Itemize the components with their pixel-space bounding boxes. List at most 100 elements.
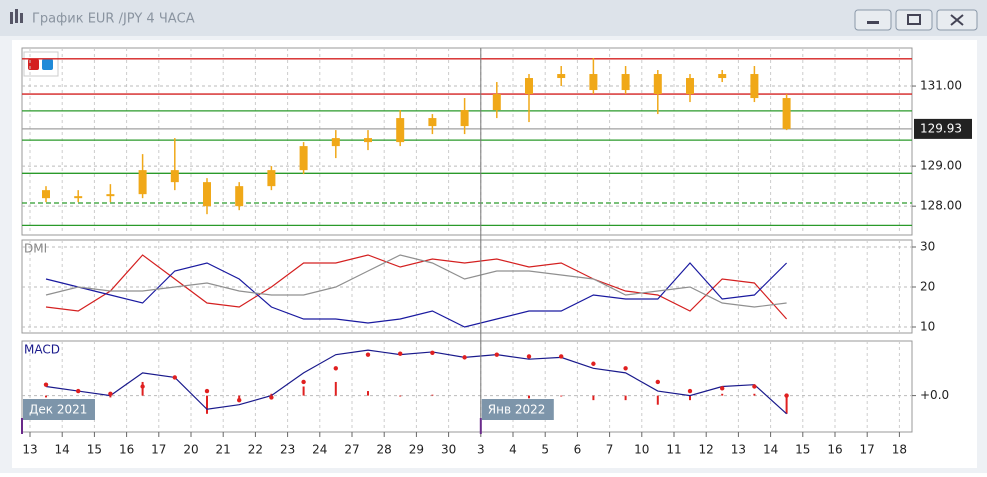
title-bar bbox=[0, 0, 987, 36]
candle-body bbox=[782, 98, 791, 129]
last-price-label: 129.93 bbox=[920, 121, 962, 135]
candle-body bbox=[460, 110, 469, 127]
x-tick-label: 5 bbox=[541, 443, 549, 457]
panel-title: DMI bbox=[24, 242, 47, 256]
candle-body bbox=[138, 170, 147, 195]
x-tick-label: 13 bbox=[731, 443, 746, 457]
x-tick-label: 12 bbox=[699, 443, 714, 457]
y-tick-label: 30 bbox=[920, 240, 935, 254]
signal-dot bbox=[204, 388, 210, 394]
series-line bbox=[45, 349, 788, 415]
candle-body bbox=[203, 182, 211, 207]
signal-dot bbox=[140, 384, 145, 389]
candle-body bbox=[589, 74, 598, 91]
candle-body bbox=[686, 78, 694, 95]
month-box bbox=[481, 399, 554, 420]
signal-dot bbox=[720, 386, 725, 391]
candle-body bbox=[428, 118, 437, 127]
color-toggle[interactable] bbox=[23, 51, 59, 77]
series-line bbox=[45, 262, 788, 328]
x-tick-label: 27 bbox=[344, 443, 359, 457]
x-tick-label: 16 bbox=[119, 443, 134, 457]
candle-body bbox=[170, 170, 179, 183]
month-label: Янв 2022 bbox=[488, 403, 546, 417]
signal-dot bbox=[237, 397, 242, 403]
close-button[interactable] bbox=[936, 9, 978, 31]
last-price-box bbox=[914, 118, 972, 139]
x-tick-label: 24 bbox=[312, 443, 327, 457]
signal-dot bbox=[365, 352, 371, 357]
signal-dot bbox=[526, 354, 532, 359]
x-tick-label: 15 bbox=[87, 443, 102, 457]
signal-dot bbox=[591, 361, 596, 366]
x-tick-label: 28 bbox=[377, 443, 392, 457]
signal-dot bbox=[559, 354, 564, 359]
window-title: График EUR /JPY 4 ЧАСА bbox=[32, 12, 195, 27]
y-tick-label: 128.00 bbox=[920, 199, 962, 213]
candle-body bbox=[525, 78, 533, 95]
candle-body bbox=[299, 146, 308, 171]
panel-frame bbox=[21, 47, 913, 236]
signal-dot bbox=[108, 391, 113, 396]
candle-body bbox=[750, 74, 759, 99]
app-icon bbox=[10, 9, 23, 24]
series-line bbox=[45, 254, 787, 308]
x-tick-label: 22 bbox=[248, 443, 263, 457]
x-tick-label: 10 bbox=[634, 443, 649, 457]
month-label: Дек 2021 bbox=[29, 403, 87, 417]
y-tick-label: 131.00 bbox=[920, 79, 962, 93]
signal-dot bbox=[398, 351, 403, 356]
month-box bbox=[23, 399, 95, 420]
candle-body bbox=[235, 186, 244, 207]
panel-frame bbox=[21, 340, 913, 433]
candle-body bbox=[396, 118, 405, 143]
x-tick-label: 17 bbox=[860, 443, 875, 457]
signal-dot bbox=[655, 379, 660, 385]
x-tick-label: 3 bbox=[477, 443, 485, 457]
x-tick-label: 14 bbox=[763, 443, 778, 457]
signal-dot bbox=[76, 388, 81, 394]
candle-body bbox=[364, 138, 372, 143]
signal-dot bbox=[269, 395, 274, 400]
candle-body bbox=[267, 170, 276, 187]
x-tick-label: 30 bbox=[441, 443, 456, 457]
x-tick-label: 16 bbox=[827, 443, 842, 457]
minimize-button[interactable] bbox=[854, 9, 892, 31]
signal-dot bbox=[462, 355, 467, 360]
x-tick-label: 14 bbox=[55, 443, 70, 457]
signal-dot bbox=[43, 382, 49, 387]
candle-body bbox=[106, 194, 115, 197]
x-tick-label: 13 bbox=[22, 443, 37, 457]
x-tick-label: 6 bbox=[574, 443, 582, 457]
x-tick-label: 7 bbox=[606, 443, 614, 457]
signal-dot bbox=[494, 352, 499, 357]
panel-title: MACD bbox=[24, 343, 60, 357]
candle-body bbox=[718, 74, 727, 79]
x-tick-label: 20 bbox=[183, 443, 198, 457]
candle-body bbox=[557, 74, 566, 79]
x-tick-label: 23 bbox=[280, 443, 295, 457]
x-tick-label: 17 bbox=[151, 443, 166, 457]
x-tick-label: 29 bbox=[409, 443, 424, 457]
x-tick-label: 15 bbox=[795, 443, 810, 457]
signal-dot bbox=[172, 375, 177, 380]
candle-body bbox=[492, 94, 501, 111]
signal-dot bbox=[623, 366, 628, 371]
candle-body bbox=[74, 196, 83, 199]
signal-dot bbox=[752, 384, 757, 389]
x-tick-label: 4 bbox=[509, 443, 517, 457]
signal-dot bbox=[301, 379, 306, 385]
x-tick-label: 11 bbox=[666, 443, 681, 457]
series-line bbox=[45, 254, 788, 320]
x-tick-label: 21 bbox=[216, 443, 231, 457]
signal-dot bbox=[784, 393, 789, 398]
y-tick-label: 129.00 bbox=[920, 159, 962, 173]
candle-body bbox=[653, 74, 662, 95]
candle-body bbox=[331, 138, 340, 147]
y-tick-label: 10 bbox=[920, 320, 935, 334]
signal-dot bbox=[333, 366, 338, 371]
maximize-button[interactable] bbox=[895, 9, 933, 31]
signal-dot bbox=[687, 388, 693, 394]
y-tick-label: +0.0 bbox=[920, 388, 949, 402]
